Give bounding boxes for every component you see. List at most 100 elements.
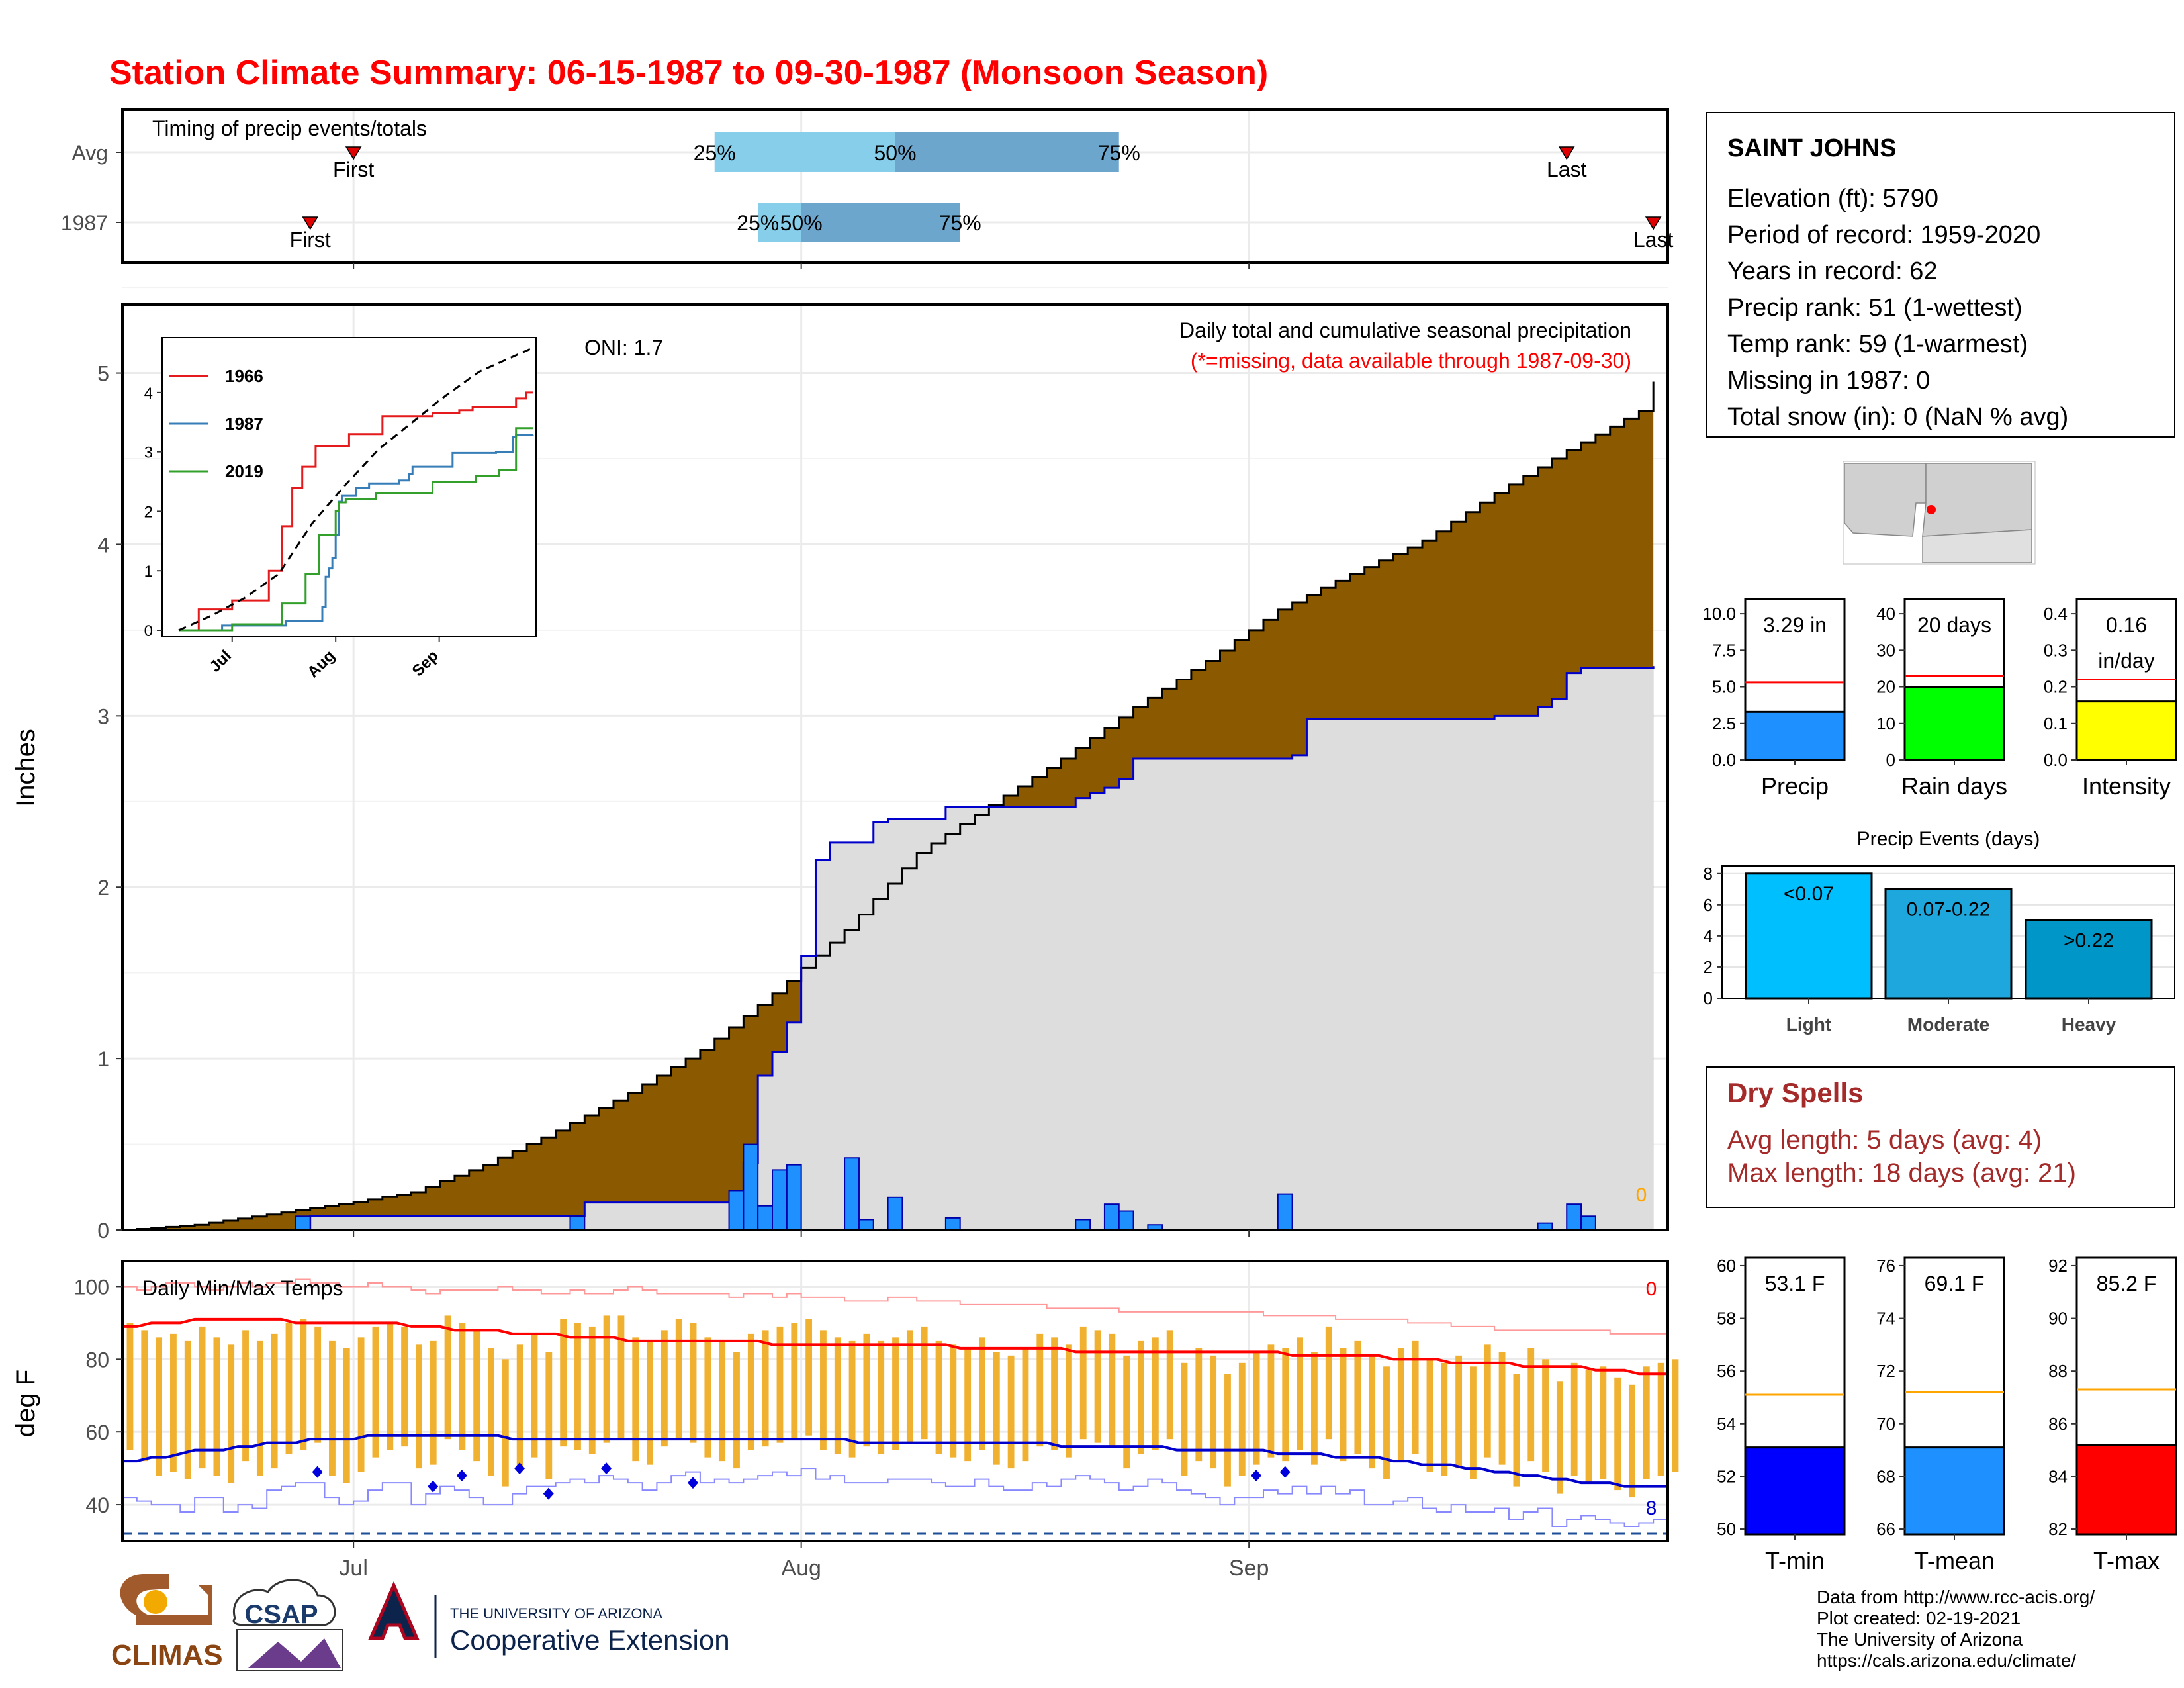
inset-ytick-label: 2	[144, 503, 153, 521]
summary-value-label: 85.2 F	[2097, 1272, 2157, 1295]
events-bar-label: <0.07	[1784, 883, 1834, 905]
temp-range-bar	[1340, 1348, 1347, 1462]
temp-range-bar	[126, 1323, 134, 1450]
station-info-line: Period of record: 1959-2020	[1727, 221, 2040, 249]
temp-range-bar	[502, 1359, 509, 1487]
temp-range-bar	[444, 1315, 451, 1440]
temp-range-bar	[1527, 1348, 1535, 1462]
events-bar-label: >0.22	[2064, 929, 2114, 951]
record-low-marker	[456, 1470, 467, 1482]
summary-ytick-label: 10.0	[1702, 604, 1736, 624]
inset-frame	[161, 337, 537, 637]
month-label: Aug	[781, 1556, 821, 1581]
dry-spells-line: Avg length: 5 days (avg: 4)	[1727, 1125, 2042, 1154]
oni-label: ONI: 1.7	[584, 336, 663, 359]
summary-value-bar	[1744, 1446, 1846, 1536]
temp-range-bar	[1325, 1326, 1332, 1440]
temp-range-bar	[1109, 1333, 1116, 1447]
summary-value-bar	[1903, 686, 2005, 761]
precip-frame	[121, 303, 1669, 1231]
temp-range-bar	[300, 1319, 307, 1450]
temp-range-bar	[964, 1348, 972, 1462]
events-bar	[1884, 888, 2013, 1000]
timing-p50-label: 50%	[780, 211, 823, 235]
temp-range-bar	[545, 1352, 553, 1479]
precip-ytick-label: 2	[97, 876, 109, 900]
temp-range-bar	[1643, 1366, 1650, 1479]
temp-range-bar	[1441, 1362, 1448, 1476]
csap-cloud-icon	[232, 1579, 336, 1626]
precip-panel-title: Daily total and cumulative seasonal prec…	[1179, 318, 1631, 342]
temp-range-bar	[979, 1337, 985, 1450]
temp-range-bar	[848, 1340, 856, 1458]
summary-value-bar	[1903, 1446, 2005, 1536]
inset-legend-label: 1966	[225, 366, 263, 386]
temp-range-bar	[762, 1330, 769, 1447]
temp-range-bar	[719, 1340, 726, 1462]
summary-ytick-label: 10	[1876, 714, 1895, 733]
inset-line-1966	[179, 391, 533, 632]
summary-ytick-label: 54	[1717, 1414, 1736, 1434]
temp-range-bar	[1310, 1352, 1318, 1465]
temp-ylabel: deg F	[11, 1370, 40, 1437]
temp-range-bar	[560, 1319, 567, 1447]
summary-ytick-label: 40	[1876, 604, 1895, 624]
station-location-marker	[1927, 505, 1936, 514]
summary-value-label-1: 0.16	[2106, 613, 2147, 637]
summary-ytick-label: 58	[1717, 1309, 1736, 1329]
station-info-line: Years in record: 62	[1727, 258, 1938, 285]
summary-category-label: Intensity	[2082, 773, 2171, 800]
temp-frame	[121, 1260, 1669, 1542]
record-low-marker	[312, 1466, 323, 1478]
summary-value-bar	[2075, 1444, 2177, 1536]
timing-p75-label: 75%	[939, 211, 981, 235]
temp-range-bar	[459, 1323, 466, 1450]
summary-side-panels: SAINT JOHNS Elevation (ft): 5790 Period of…	[1702, 112, 2177, 1671]
daily-precip-bar	[1118, 1210, 1134, 1231]
inset-ytick-label: 3	[144, 444, 153, 462]
temp-range-bar	[415, 1344, 422, 1469]
record-low-marker	[543, 1487, 554, 1500]
summary-ytick-label: 68	[1876, 1466, 1895, 1486]
observed-cumulative-area	[122, 666, 1654, 1230]
record-high-count: 0	[1646, 1278, 1657, 1300]
timing-first-marker	[302, 216, 319, 230]
temp-range-bar	[776, 1326, 784, 1443]
timing-bar-50-75	[895, 132, 1119, 172]
temp-range-bar	[675, 1319, 682, 1440]
temp-range-bar	[1079, 1326, 1087, 1440]
credit-line: https://cals.arizona.edu/climate/	[1817, 1650, 2076, 1671]
temp-range-bar	[1570, 1362, 1578, 1476]
station-name: SAINT JOHNS	[1727, 134, 1896, 162]
inset-line-1987	[179, 434, 534, 632]
inset-legend-label: 2019	[225, 461, 263, 481]
ua-small-text: THE UNIVERSITY OF ARIZONA	[450, 1605, 662, 1622]
temp-range-bar	[1166, 1330, 1173, 1440]
temp-range-bar	[170, 1333, 177, 1472]
month-label: Jul	[339, 1556, 367, 1581]
summary-value-label: 69.1 F	[1925, 1272, 1985, 1295]
temp-range-bar	[228, 1344, 235, 1483]
timing-bar-50-75	[801, 203, 960, 242]
timing-p25-label: 25%	[737, 211, 779, 235]
summary-ytick-label: 20	[1876, 677, 1895, 697]
record-low-marker	[428, 1480, 439, 1493]
summary-category-label: T-mean	[1914, 1547, 1995, 1574]
temp-range-bar	[892, 1337, 899, 1450]
timing-last-marker	[1645, 216, 1662, 230]
inset-ytick-label: 0	[144, 622, 153, 640]
precip-ytick-label: 5	[97, 362, 109, 386]
temp-range-bar	[1152, 1337, 1159, 1450]
climas-sun-icon	[144, 1590, 167, 1614]
timing-panel-label: Timing of precip events/totals	[152, 117, 427, 140]
summary-ytick-label: 7.5	[1712, 640, 1736, 660]
temp-range-bar	[1036, 1333, 1044, 1447]
daily-precip-bar	[1075, 1219, 1091, 1231]
timing-row-label: Avg	[71, 141, 108, 165]
timing-first-label: First	[290, 228, 331, 252]
map-mexico	[1922, 529, 2032, 563]
timing-p25-label: 25%	[694, 141, 736, 165]
temp-range-bar	[156, 1337, 163, 1476]
